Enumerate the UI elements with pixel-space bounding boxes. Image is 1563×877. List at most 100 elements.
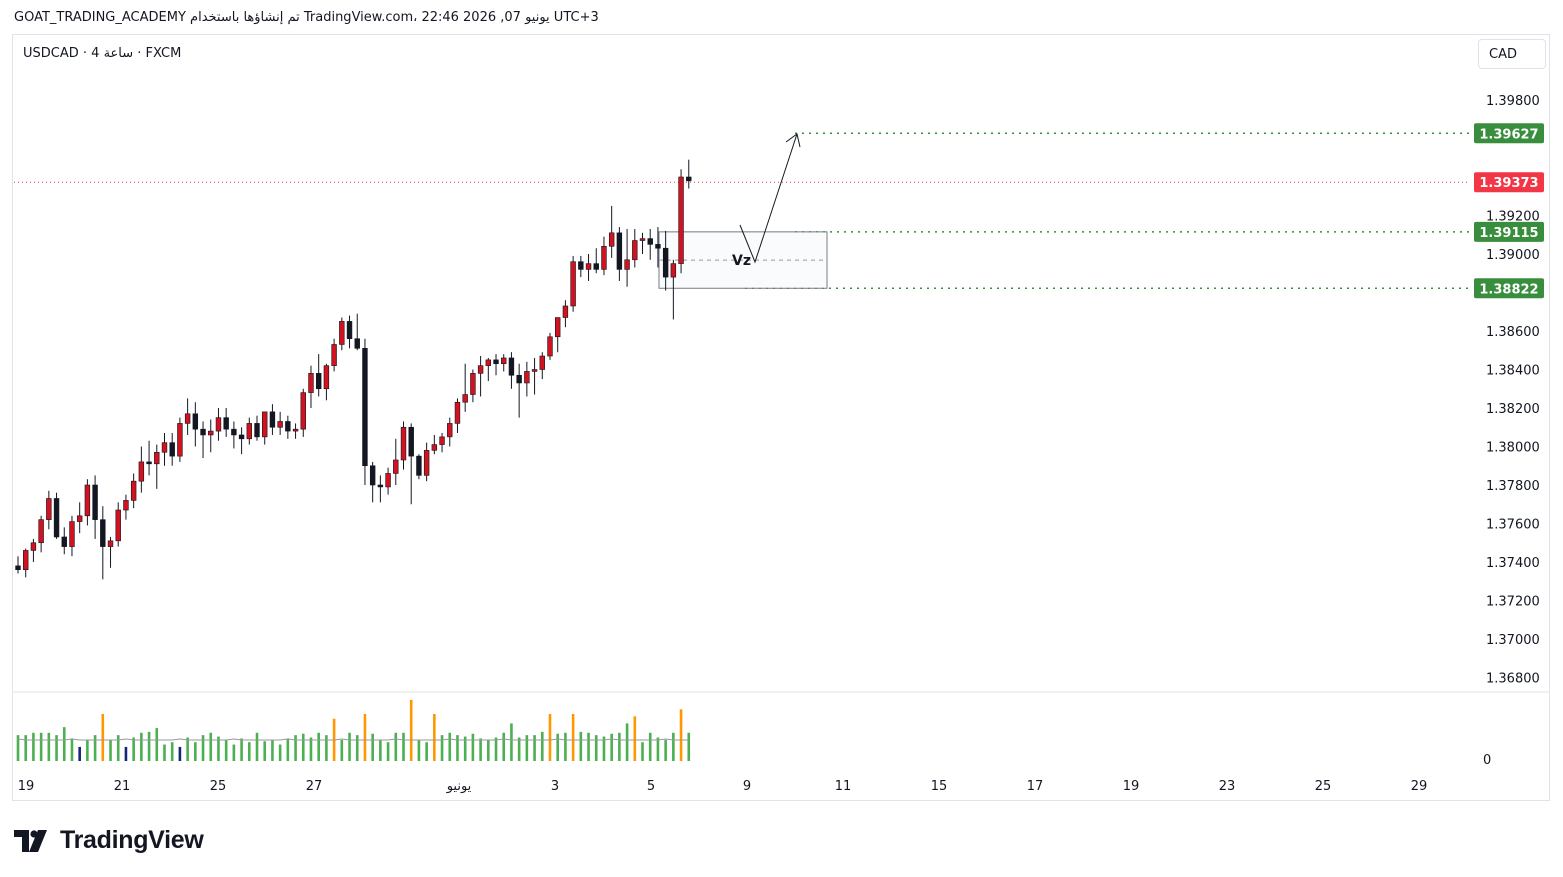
y-tick-label: 1.38200	[1486, 402, 1540, 417]
volume-bar	[232, 744, 236, 761]
candle-body	[655, 244, 661, 249]
volume-bar	[641, 742, 644, 761]
y-tick-label: 1.39000	[1486, 248, 1540, 263]
volume-bar	[394, 732, 398, 761]
candle-body	[354, 338, 360, 349]
tradingview-logo[interactable]: TradingView	[14, 826, 204, 855]
candle-body	[61, 536, 67, 547]
candle-body	[238, 434, 245, 440]
y-tick-label: 1.38600	[1486, 325, 1540, 340]
volume-bar	[163, 744, 166, 761]
candle-body	[69, 521, 75, 547]
candle-body	[346, 321, 353, 340]
candle-body	[385, 473, 391, 488]
x-tick-label: 5	[647, 779, 655, 794]
candle-body	[362, 348, 368, 467]
candle-body	[154, 451, 160, 465]
candle-body	[192, 413, 199, 430]
volume-bar	[618, 732, 621, 761]
volume-bar	[564, 732, 567, 761]
volume-bar	[525, 735, 529, 761]
y-tick-label: 1.39200	[1486, 210, 1540, 225]
candle-body	[524, 371, 530, 384]
candle-body	[570, 261, 576, 307]
volume-bar	[502, 732, 506, 761]
candle-body	[423, 450, 430, 476]
candle-body	[632, 240, 638, 261]
x-tick-label: 25	[210, 779, 227, 794]
arrow-head	[785, 133, 801, 148]
candle-body	[578, 261, 584, 270]
volume-bar	[440, 735, 444, 761]
y-tick-label: 1.37400	[1486, 556, 1540, 571]
logo-text: TradingView	[60, 826, 204, 854]
volume-bar	[456, 735, 459, 761]
candle-body	[547, 336, 553, 357]
volume-bar	[248, 742, 251, 761]
y-tick-label: 1.36800	[1486, 672, 1540, 687]
candle-body	[508, 357, 515, 376]
candle-body	[408, 426, 414, 457]
volume-bar	[201, 735, 205, 761]
volume-bar	[540, 731, 544, 761]
candle-body	[554, 317, 561, 338]
volume-bar	[132, 737, 135, 761]
volume-bar	[209, 732, 213, 761]
volume-bar	[124, 746, 128, 761]
projection-arrow[interactable]	[739, 133, 798, 264]
volume-bar	[579, 731, 583, 761]
candle-body	[431, 444, 438, 451]
candle-body	[639, 238, 646, 241]
x-tick-label: 29	[1411, 779, 1428, 794]
volume-bar	[294, 735, 297, 761]
symbol-info[interactable]: USDCAD · 4 ساعة · FXCM	[23, 46, 182, 61]
volume-axis-label: 0	[1483, 753, 1491, 768]
candle-body	[393, 459, 399, 474]
candle-body	[585, 263, 592, 270]
volume-bar	[55, 735, 58, 761]
price-label: 1.39115	[1479, 226, 1538, 241]
price-label: 1.38822	[1479, 282, 1538, 297]
candle-body	[400, 426, 407, 461]
y-tick-label: 1.38400	[1486, 364, 1540, 379]
volume-bar	[402, 732, 405, 761]
volume-bar	[278, 744, 282, 761]
candle-body	[53, 498, 60, 538]
candle-body	[331, 344, 337, 366]
currency-button[interactable]: CAD	[1478, 39, 1546, 69]
volume-bar	[271, 739, 274, 761]
price-label-bg	[1474, 278, 1544, 299]
volume-bar	[610, 733, 613, 761]
volume-bar	[463, 736, 467, 761]
volume-bar	[16, 735, 20, 761]
candle-body	[223, 417, 229, 430]
volume-bar	[155, 728, 159, 761]
volume-bar	[587, 732, 590, 761]
y-tick-label: 1.39800	[1486, 94, 1540, 109]
volume-bar	[479, 738, 482, 761]
candle-body	[686, 176, 692, 182]
volume-bar	[687, 732, 691, 761]
candle-body	[76, 515, 83, 522]
volume-bar	[86, 739, 89, 761]
volume-bar	[656, 737, 660, 761]
volume-bar	[517, 737, 521, 761]
candle-body	[662, 247, 669, 278]
volume-bar	[240, 738, 243, 761]
volume-bar	[371, 733, 374, 761]
candle-body	[246, 423, 252, 440]
candle-body	[315, 373, 322, 390]
volume-bar	[178, 746, 182, 761]
volume-bar	[47, 732, 51, 761]
volume-bar	[379, 739, 382, 761]
y-tick-label: 1.38000	[1486, 441, 1540, 456]
volume-bar	[263, 741, 267, 761]
volume-bar	[140, 732, 143, 761]
volume-bar	[494, 737, 498, 761]
volume-bar	[533, 735, 536, 761]
volume-bar	[70, 738, 74, 761]
chart-frame	[12, 34, 1550, 801]
candle-body	[30, 542, 37, 551]
candle-body	[439, 436, 445, 445]
